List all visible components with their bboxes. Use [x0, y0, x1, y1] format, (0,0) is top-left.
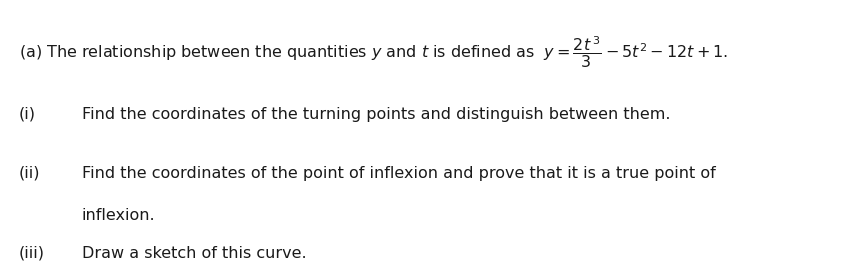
Text: inflexion.: inflexion.: [82, 208, 155, 223]
Text: (a) The relationship between the quantities $y$ and $t$ is defined as  $y =\dfra: (a) The relationship between the quantit…: [19, 35, 728, 70]
Text: (i): (i): [19, 107, 36, 122]
Text: Find the coordinates of the point of inflexion and prove that it is a true point: Find the coordinates of the point of inf…: [82, 166, 715, 180]
Text: (ii): (ii): [19, 166, 40, 180]
Text: Draw a sketch of this curve.: Draw a sketch of this curve.: [82, 246, 307, 261]
Text: Find the coordinates of the turning points and distinguish between them.: Find the coordinates of the turning poin…: [82, 107, 670, 122]
Text: (iii): (iii): [19, 246, 45, 261]
